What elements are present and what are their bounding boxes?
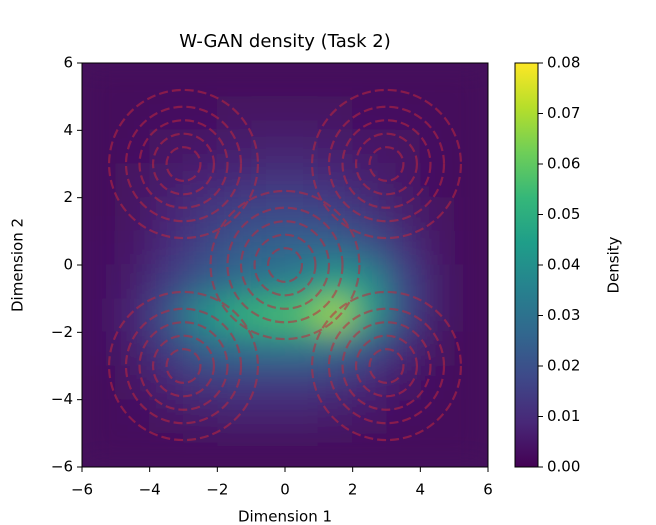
density-cell [453, 298, 488, 333]
y-tick-label: 0 [63, 256, 73, 274]
colorbar-tick-label: 0.05 [547, 205, 580, 223]
y-tick-label: −6 [51, 458, 73, 476]
contour-line [341, 119, 432, 209]
contour-line [107, 290, 260, 442]
y-tick-label: 2 [63, 188, 73, 206]
density-cell [453, 399, 488, 434]
contour-line [165, 146, 202, 182]
contour-line [239, 220, 331, 310]
colorbar-tick-label: 0.01 [547, 407, 580, 425]
colorbar-tick-label: 0.07 [547, 104, 580, 122]
contour-line [151, 132, 216, 196]
x-tick-label: −6 [71, 481, 93, 499]
density-cell [250, 432, 286, 467]
contour-line [209, 189, 361, 341]
contour-line [368, 146, 405, 182]
contour-line [138, 321, 229, 411]
density-cell [216, 432, 252, 467]
contour-line [354, 334, 419, 398]
density-cell [216, 63, 252, 98]
density-cell [115, 63, 151, 98]
contour-line [354, 132, 419, 196]
density-cell [453, 63, 488, 98]
density-cell [453, 96, 488, 131]
axes: −6 −4 −2 0 2 4 6 −6 −4 −2 0 2 4 6 0.00 0.01 0.02 0.03 0.04… [51, 54, 581, 499]
contour-line [165, 348, 202, 384]
colorbar-tick-label: 0.06 [547, 155, 580, 173]
contour-line [310, 290, 463, 442]
contour-line [124, 105, 243, 223]
density-cell [115, 432, 151, 467]
y-tick-label: −4 [51, 390, 73, 408]
x-tick-label: 0 [280, 481, 290, 499]
density-cell [115, 264, 151, 300]
contour-line [226, 206, 344, 324]
density-cell [419, 63, 455, 98]
density-cell [318, 63, 354, 98]
chart-title: W-GAN density (Task 2) [179, 31, 390, 52]
density-cell [284, 432, 320, 467]
density-cell [82, 63, 117, 98]
colorbar-tick-label: 0.00 [547, 458, 580, 476]
colorbar-tick-label: 0.03 [547, 306, 580, 324]
density-cell [284, 96, 320, 131]
density-cell [419, 432, 455, 467]
contour-line [341, 321, 432, 411]
density-cell [82, 264, 117, 300]
density-cell [453, 230, 488, 266]
density-cell [82, 230, 117, 266]
y-tick-label: 4 [63, 121, 73, 139]
contour-line [138, 119, 229, 209]
density-cell [250, 63, 286, 98]
y-tick-label: −2 [51, 323, 73, 341]
contour-line [310, 88, 463, 240]
density-cell [453, 264, 488, 300]
x-axis-label: Dimension 1 [238, 508, 332, 525]
density-cell [82, 197, 117, 232]
y-tick-label: 6 [63, 54, 73, 72]
contour-line [327, 307, 446, 425]
contour-line [266, 247, 304, 283]
density-image [82, 63, 488, 467]
density-cell [284, 399, 320, 434]
colorbar-tick-label: 0.04 [547, 256, 580, 274]
contours [107, 88, 463, 442]
x-tick-label: 2 [348, 481, 358, 499]
density-cell [82, 298, 117, 333]
colorbar-tick-label: 0.02 [547, 357, 580, 375]
density-cell [419, 264, 455, 300]
contour-line [327, 105, 446, 223]
density-cell [318, 432, 354, 467]
colorbar [514, 62, 539, 468]
plot-area [82, 63, 488, 467]
density-cell [453, 432, 488, 467]
density-cell [419, 230, 455, 266]
contour-line [151, 334, 216, 398]
density-cell [82, 432, 117, 467]
x-tick-label: −4 [139, 481, 161, 499]
contour-line [253, 233, 317, 297]
density-cell [115, 230, 151, 266]
contour-line [107, 88, 260, 240]
density-cell [284, 63, 320, 98]
density-cell [82, 399, 117, 434]
x-tick-label: −2 [206, 481, 228, 499]
contour-line [124, 307, 243, 425]
colorbar-label: Density [605, 236, 623, 293]
x-tick-label: 6 [483, 481, 493, 499]
x-tick-label: 4 [416, 481, 426, 499]
density-cell [453, 197, 488, 232]
density-cell [250, 96, 286, 131]
density-cell [250, 399, 286, 434]
contour-line [368, 348, 405, 384]
density-cell [82, 96, 117, 131]
y-axis-label: Dimension 2 [9, 218, 27, 312]
colorbar-tick-label: 0.08 [547, 54, 580, 72]
